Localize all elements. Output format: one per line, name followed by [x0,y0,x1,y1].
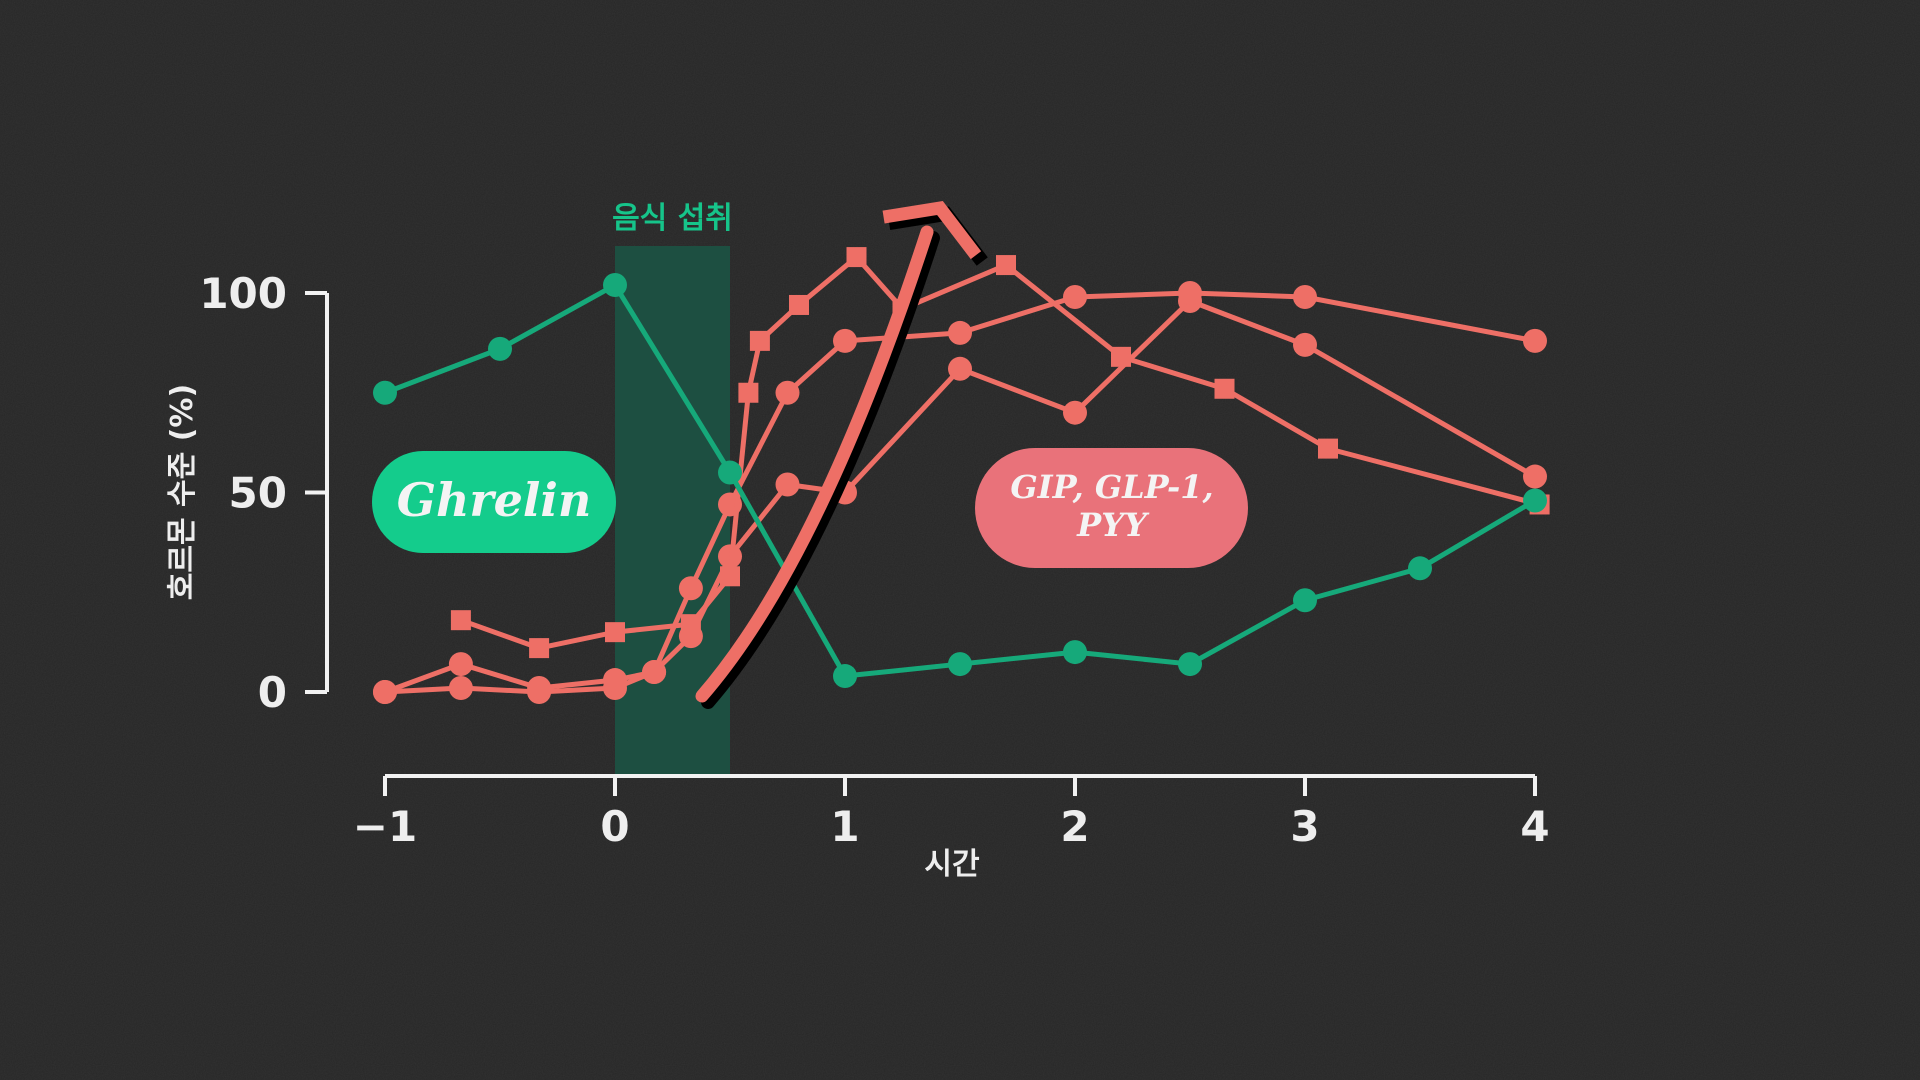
data-point-square [996,255,1016,276]
series-ghrelin [373,273,1547,689]
x-axis-label: 시간 [924,847,980,882]
data-point-circle [678,576,703,601]
data-point-square [720,566,740,587]
data-point-circle [948,652,972,677]
data-point-circle [527,676,552,701]
data-point-square [749,330,770,351]
data-point-circle [1523,464,1547,489]
data-point-square [529,638,550,659]
rising-arrow [695,200,988,709]
data-point-circle [642,660,667,685]
data-point-circle [1408,556,1432,581]
data-point-circle [1063,284,1087,309]
data-point-circle [833,664,857,689]
data-point-circle [1178,281,1202,305]
y-tick-label: 0 [258,668,287,717]
data-point-circle [948,320,972,345]
ghrelin-label: Ghrelin [397,473,592,527]
series-layer [373,247,1550,704]
x-tick-label: 1 [830,802,859,851]
data-point-square [1318,438,1338,459]
x-tick-label: 0 [600,802,629,851]
incretin-label-bubble: GIP, GLP-1, PYY [975,448,1248,568]
data-point-circle [448,676,473,701]
data-point-square [680,614,701,635]
data-point-circle [833,328,857,353]
data-point-circle [373,680,397,704]
series-incretin-2 [373,281,1547,704]
data-point-square [846,247,867,268]
x-tick-label: 3 [1290,802,1319,851]
x-tick-label: 4 [1520,802,1549,851]
y-tick-label: 100 [199,269,287,318]
data-point-circle [603,273,627,298]
data-point-square [789,294,809,315]
data-point-circle [1063,400,1087,425]
series-line [384,290,1536,695]
data-point-square [450,610,471,631]
data-point-circle [1293,332,1317,357]
meal-window-label: 음식 섭취 [612,201,733,236]
y-axis-label: 호르몬 수준 (%) [165,384,200,600]
incretin-label-line1: GIP, GLP-1, [1010,468,1213,506]
x-axis: −1 0 1 2 3 4 [353,774,1550,851]
data-point-square [605,622,625,643]
data-point-square [1111,346,1131,367]
data-point-circle [775,472,800,497]
data-point-circle [775,380,800,405]
data-point-circle [1178,652,1202,677]
x-tick-label: −1 [353,802,417,851]
data-point-circle [1523,488,1547,513]
y-tick-label: 50 [229,469,287,518]
data-point-circle [373,380,397,405]
data-point-circle [448,652,473,677]
data-point-circle [1523,328,1547,353]
data-point-square [1214,378,1235,399]
ghrelin-label-bubble: Ghrelin [372,451,616,553]
data-point-circle [1293,588,1317,613]
data-point-circle [1063,640,1087,665]
data-point-circle [488,336,512,361]
data-point-circle [718,460,742,485]
data-point-circle [603,668,627,693]
y-axis: 0 50 100 [199,269,329,717]
incretin-label-line2: PYY [1076,506,1150,544]
data-point-circle [1293,284,1317,309]
data-point-square [738,382,759,403]
x-tick-label: 2 [1060,802,1089,851]
data-point-circle [948,356,972,381]
